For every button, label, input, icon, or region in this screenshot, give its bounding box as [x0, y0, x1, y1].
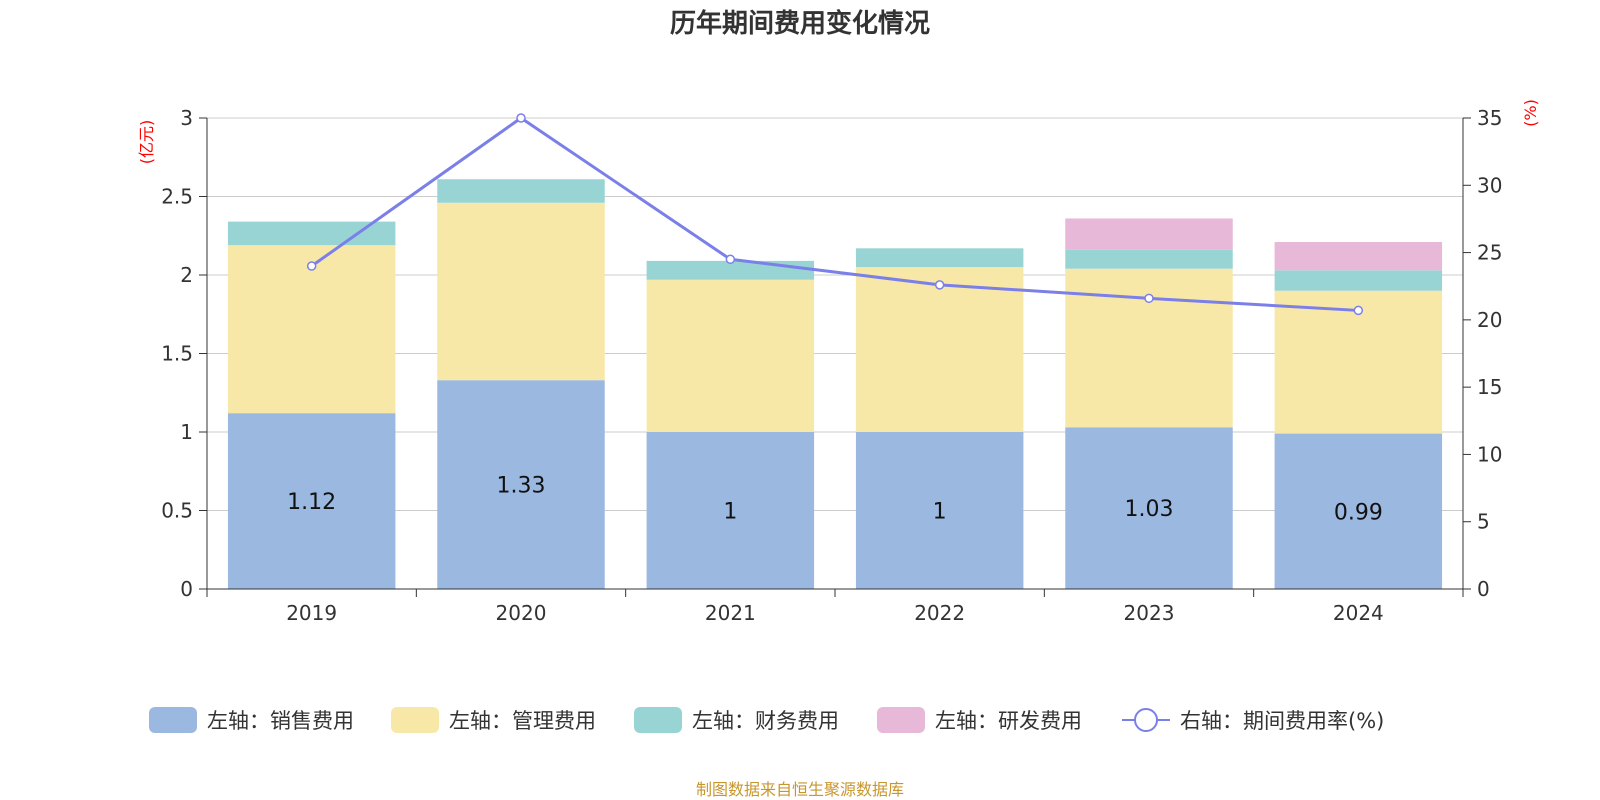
source-note: 制图数据来自恒生聚源数据库 — [696, 780, 904, 799]
bar-segment — [1065, 249, 1233, 269]
right-axis-tick-label: 15 — [1477, 375, 1502, 399]
line-point — [934, 280, 945, 290]
right-axis-tick-label: 30 — [1477, 173, 1502, 197]
series-line — [310, 116, 1359, 312]
right-axis-unit: (%) — [1521, 99, 1540, 127]
bar-segment — [1065, 218, 1233, 250]
bar-segment — [855, 432, 1024, 589]
line-point — [725, 254, 736, 265]
data-label: 1 — [933, 500, 947, 525]
x-axis-tick-label: 2022 — [914, 601, 965, 625]
right-axis-tick-label: 0 — [1477, 577, 1490, 601]
legend: 左轴：销售费用 左轴：管理费用 左轴：财务费用 左轴：研发费用 右轴：期间费用率(%) — [149, 707, 1384, 733]
right-axis-tick-label: 25 — [1477, 241, 1502, 265]
bar-segment — [1065, 427, 1233, 589]
left-axis-tick-label: 2.5 — [161, 185, 193, 209]
chart-title: 历年期间费用变化情况 — [670, 8, 930, 39]
bar-segment — [227, 245, 396, 414]
data-label: 1.33 — [497, 474, 546, 499]
legend-label: 左轴：研发费用 — [935, 709, 1082, 733]
x-axis-tick-label: 2021 — [705, 601, 756, 625]
right-axis-tick-label: 5 — [1477, 510, 1490, 534]
bar-segment — [1274, 433, 1443, 589]
legend-label: 左轴：管理费用 — [449, 709, 596, 733]
bar-segment — [227, 221, 396, 246]
x-axis-tick-label: 2023 — [1124, 601, 1175, 625]
line-point — [1353, 305, 1364, 316]
data-label: 0.99 — [1334, 500, 1383, 525]
line-layer — [306, 113, 1364, 316]
bar-segment — [227, 413, 396, 589]
left-axis-tick-label: 0 — [180, 577, 193, 601]
legend-swatch — [877, 707, 925, 733]
bar-segment — [437, 380, 605, 589]
right-axis-tick-label: 20 — [1477, 308, 1502, 332]
left-axis-tick-label: 1.5 — [161, 342, 193, 366]
bar-segment — [1274, 270, 1443, 291]
legend-marker — [1134, 708, 1158, 732]
bar-segment — [855, 267, 1024, 432]
bar-segment — [1274, 242, 1443, 271]
left-axis-unit: (亿元) — [137, 120, 156, 165]
left-axis-tick-label: 0.5 — [161, 499, 193, 523]
x-axis-tick-label: 2024 — [1333, 601, 1384, 625]
x-axis-tick-label: 2019 — [286, 601, 337, 625]
bar-segment — [646, 432, 815, 589]
left-axis-tick-label: 3 — [180, 106, 193, 130]
bar-segment — [646, 279, 815, 432]
bar-segment — [1065, 268, 1233, 428]
left-axis-tick-label: 1 — [180, 420, 193, 444]
right-axis-tick-label: 35 — [1477, 106, 1502, 130]
legend-label: 左轴：销售费用 — [207, 709, 354, 733]
legend-swatch — [634, 707, 682, 733]
labels-layer: 1.12 1.33 1 1 1.03 0.99 — [287, 474, 1383, 526]
legend-label: 左轴：财务费用 — [692, 709, 839, 733]
data-label: 1.03 — [1125, 497, 1174, 522]
x-axis-tick-label: 2020 — [496, 601, 547, 625]
line-point — [1144, 293, 1154, 304]
line-point — [306, 261, 317, 271]
bar-segment — [437, 179, 605, 203]
legend-swatch — [391, 707, 439, 733]
bars-layer — [227, 179, 1443, 589]
grid-layer — [207, 117, 1463, 511]
right-axis-tick-label: 10 — [1477, 442, 1502, 466]
data-label: 1 — [723, 500, 737, 525]
left-axis-tick-label: 2 — [180, 263, 193, 287]
legend-label: 右轴：期间费用率(%) — [1180, 709, 1384, 733]
legend-swatch — [149, 707, 197, 733]
data-label: 1.12 — [287, 490, 336, 515]
line-point — [516, 113, 526, 123]
bar-segment — [855, 248, 1024, 268]
bar-segment — [437, 202, 605, 381]
